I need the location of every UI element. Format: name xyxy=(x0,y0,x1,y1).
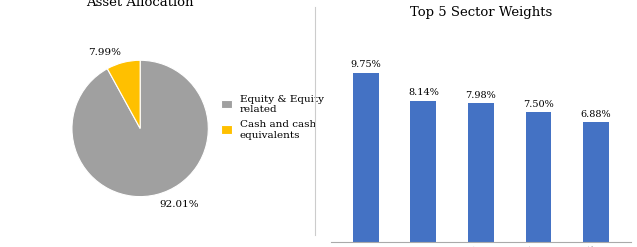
Title: Top 5 Sector Weights: Top 5 Sector Weights xyxy=(410,6,552,19)
Legend: Equity & Equity
related, Cash and cash
equivalents: Equity & Equity related, Cash and cash e… xyxy=(218,91,327,143)
Bar xyxy=(526,112,552,242)
Text: 9.75%: 9.75% xyxy=(350,60,381,69)
Text: 92.01%: 92.01% xyxy=(160,200,199,209)
Title: Asset Allocation: Asset Allocation xyxy=(87,0,194,9)
Bar xyxy=(583,123,609,242)
Text: 7.99%: 7.99% xyxy=(88,48,120,57)
Text: 7.50%: 7.50% xyxy=(523,100,554,108)
Text: 7.98%: 7.98% xyxy=(466,91,496,100)
Wedge shape xyxy=(72,60,208,197)
Bar xyxy=(410,101,436,242)
Bar xyxy=(353,73,379,242)
Bar xyxy=(468,103,494,242)
Text: 8.14%: 8.14% xyxy=(408,88,439,97)
Wedge shape xyxy=(108,60,140,128)
Text: 6.88%: 6.88% xyxy=(581,110,612,119)
